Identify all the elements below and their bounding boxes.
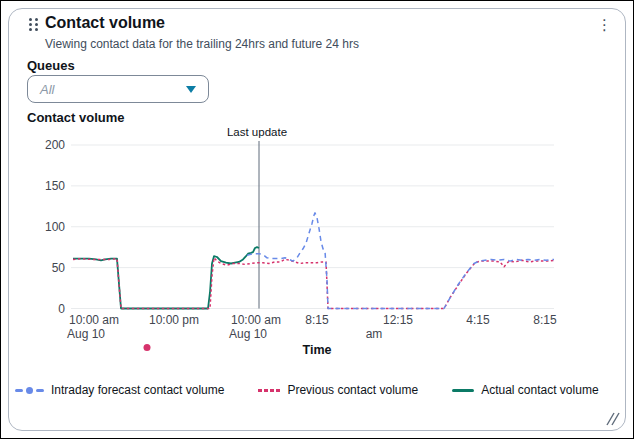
queues-dropdown[interactable]: All [27,75,209,103]
legend-label: Previous contact volume [287,383,418,397]
svg-text:150: 150 [45,179,65,193]
svg-text:12:15: 12:15 [383,313,413,327]
svg-text:50: 50 [52,261,66,275]
svg-text:4:15: 4:15 [466,313,490,327]
queues-label: Queues [27,58,75,73]
svg-text:10:00 am: 10:00 am [231,313,281,327]
legend-item-forecast[interactable]: Intraday forecast contact volume [15,383,224,397]
chart-legend: Intraday forecast contact volume Previou… [15,383,599,397]
queues-dropdown-value: All [40,82,54,97]
legend-item-previous[interactable]: Previous contact volume [258,383,418,397]
svg-text:100: 100 [45,220,65,234]
contact-volume-chart: 050100150200Last update10:00 amAug 1010:… [1,123,634,375]
svg-text:0: 0 [58,302,65,316]
page-title: Contact volume [45,14,165,32]
legend-label: Intraday forecast contact volume [51,383,224,397]
svg-text:10:00 am: 10:00 am [69,313,119,327]
previous-line-icon [258,389,280,392]
resize-handle-icon[interactable] [601,409,623,429]
actual-line-icon [452,389,474,392]
legend-label: Actual contact volume [481,383,598,397]
forecast-line-icon [15,387,44,394]
drag-handle-icon[interactable] [29,18,41,34]
chevron-down-icon [186,86,196,93]
kebab-menu-icon[interactable]: ⋮ [591,13,611,37]
legend-item-actual[interactable]: Actual contact volume [452,383,598,397]
svg-text:Aug 10: Aug 10 [67,327,105,341]
svg-text:8:15: 8:15 [305,313,329,327]
screenshot-frame: Contact volume ⋮ Viewing contact data fo… [0,0,634,439]
svg-text:Time: Time [303,343,332,357]
widget-subtitle: Viewing contact data for the trailing 24… [45,37,359,51]
svg-text:am: am [366,327,383,341]
svg-text:Aug 10: Aug 10 [229,327,267,341]
svg-text:Last update: Last update [227,126,287,138]
svg-text:10:00 pm: 10:00 pm [149,313,199,327]
svg-text:200: 200 [45,138,65,152]
svg-text:8:15: 8:15 [533,313,557,327]
